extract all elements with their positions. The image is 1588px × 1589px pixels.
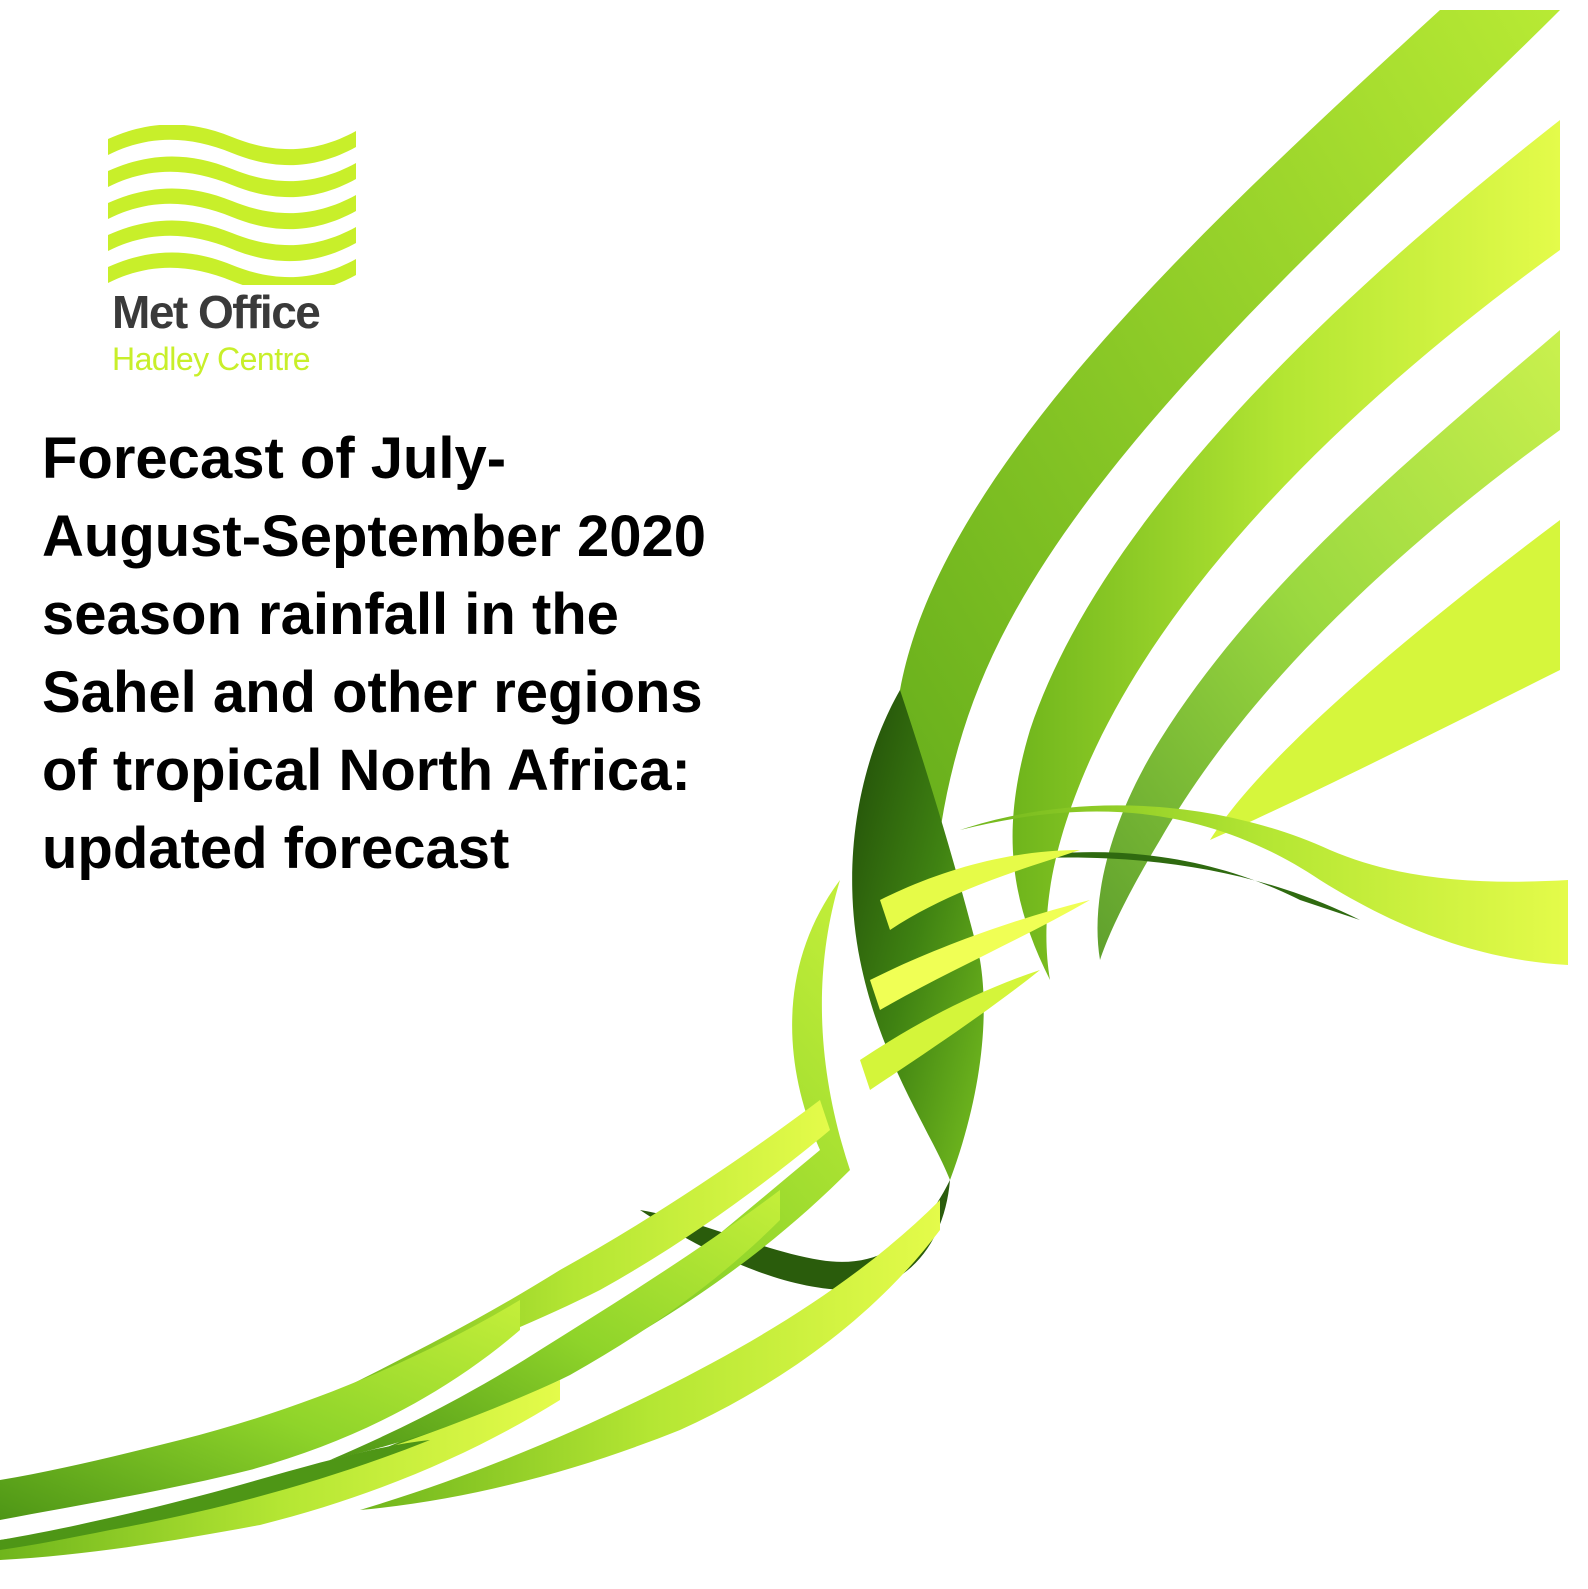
title-line: Forecast of July- bbox=[42, 426, 507, 491]
met-office-logo: Met Office Hadley Centre bbox=[108, 125, 358, 395]
title-line: Sahel and other regions bbox=[42, 660, 703, 725]
title-line: updated forecast bbox=[42, 816, 510, 881]
logo-subtitle: Hadley Centre bbox=[112, 341, 311, 377]
title-line: August-September 2020 bbox=[42, 504, 706, 569]
title-line: of tropical North Africa: bbox=[42, 738, 691, 803]
title-line: season rainfall in the bbox=[42, 582, 619, 647]
logo-name: Met Office bbox=[112, 286, 321, 338]
met-office-waves-icon bbox=[108, 125, 356, 285]
document-title: Forecast of July- August-September 2020 … bbox=[42, 420, 862, 888]
